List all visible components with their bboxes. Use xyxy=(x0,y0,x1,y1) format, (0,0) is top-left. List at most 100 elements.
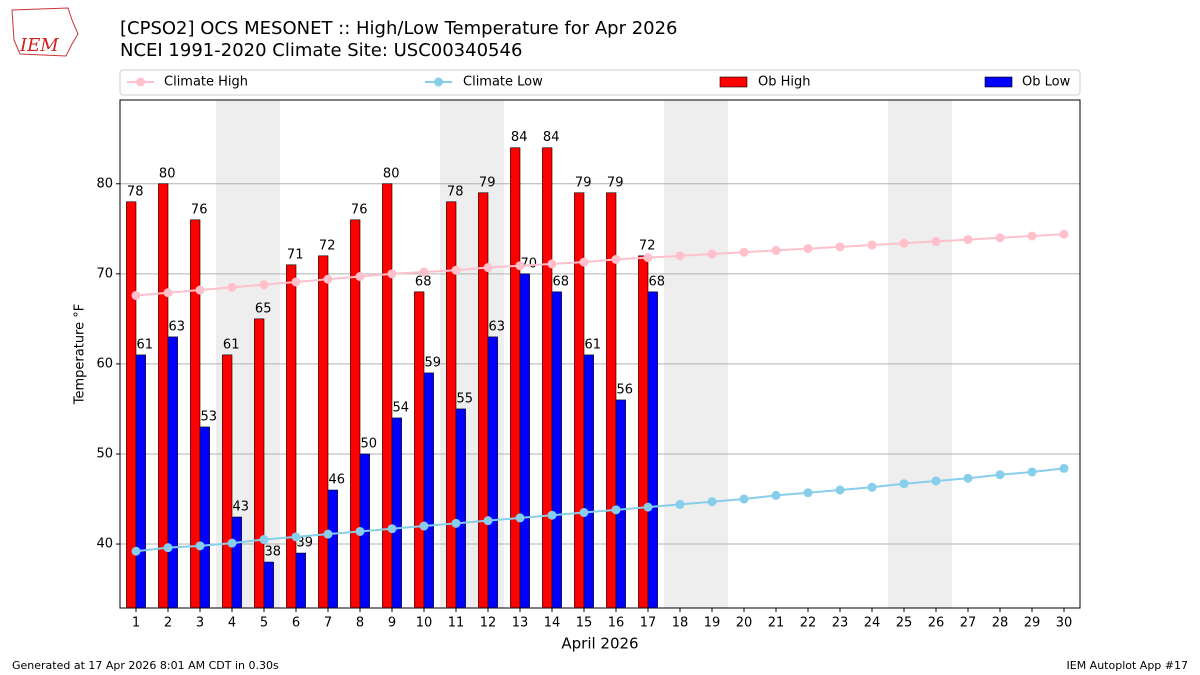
point xyxy=(355,272,365,282)
bar xyxy=(574,192,585,609)
footer: Generated at 17 Apr 2026 8:01 AM CDT in … xyxy=(12,659,279,672)
point xyxy=(803,244,813,254)
bar xyxy=(647,291,658,609)
bar xyxy=(318,255,329,609)
bar xyxy=(295,552,306,609)
point xyxy=(355,526,365,536)
data-label: 63 xyxy=(169,319,186,334)
point xyxy=(835,242,845,252)
point xyxy=(707,497,717,507)
bar xyxy=(263,561,274,609)
data-label: 50 xyxy=(361,436,378,451)
data-label: 68 xyxy=(553,274,570,289)
x-tick-label: 30 xyxy=(1056,616,1073,631)
data-label: 43 xyxy=(233,500,250,515)
plot-frame xyxy=(119,99,1081,609)
bar xyxy=(135,354,146,609)
y-axis-label: Temperature °F xyxy=(73,304,88,405)
bar xyxy=(510,147,521,609)
x-axis-label: April 2026 xyxy=(561,635,638,653)
point xyxy=(611,505,621,515)
data-label: 46 xyxy=(329,473,346,488)
y-tick-label: 80 xyxy=(96,176,113,191)
footer: IEM Autoplot App #17 xyxy=(1067,659,1189,672)
legend-marker xyxy=(136,77,145,87)
legend-label: Climate Low xyxy=(463,75,543,90)
legend-swatch xyxy=(719,76,748,88)
x-tick-label: 12 xyxy=(480,616,497,631)
point xyxy=(931,476,941,486)
point xyxy=(995,233,1005,243)
x-tick-label: 21 xyxy=(768,616,785,631)
y-tick-label: 40 xyxy=(96,537,113,552)
x-tick-label: 11 xyxy=(448,616,465,631)
data-label: 80 xyxy=(383,166,400,181)
bar xyxy=(606,192,617,609)
point xyxy=(547,510,557,520)
x-tick-label: 19 xyxy=(704,616,721,631)
legend-swatch xyxy=(984,76,1013,88)
data-label: 59 xyxy=(425,355,442,370)
point xyxy=(451,265,461,275)
point xyxy=(547,259,557,269)
bar xyxy=(286,264,297,609)
data-label: 72 xyxy=(319,238,336,253)
point xyxy=(291,277,301,287)
data-label: 61 xyxy=(585,337,602,352)
bar xyxy=(222,354,233,609)
bar xyxy=(615,399,626,609)
x-tick-label: 29 xyxy=(1024,616,1041,631)
bar xyxy=(478,192,489,609)
x-tick-label: 15 xyxy=(576,616,593,631)
x-tick-label: 17 xyxy=(640,616,657,631)
bar xyxy=(583,354,594,609)
weekend-shade xyxy=(664,100,696,608)
point xyxy=(131,546,141,556)
legend-label: Ob Low xyxy=(1022,75,1071,90)
x-tick-label: 22 xyxy=(800,616,817,631)
point xyxy=(835,485,845,495)
x-tick-label: 24 xyxy=(864,616,881,631)
point xyxy=(1027,467,1037,477)
point xyxy=(579,508,589,518)
bar xyxy=(551,291,562,609)
legend-label: Climate High xyxy=(164,75,248,90)
bar xyxy=(382,183,393,609)
point xyxy=(131,290,141,300)
bar xyxy=(414,291,425,609)
point xyxy=(259,535,269,545)
y-tick-label: 70 xyxy=(96,266,113,281)
x-tick-label: 18 xyxy=(672,616,689,631)
x-tick-label: 14 xyxy=(544,616,561,631)
point xyxy=(323,529,333,539)
data-label: 72 xyxy=(639,238,656,253)
bar xyxy=(455,408,466,609)
bar xyxy=(231,516,242,609)
data-label: 84 xyxy=(511,130,528,145)
x-tick-label: 20 xyxy=(736,616,753,631)
point xyxy=(419,267,429,277)
data-label: 78 xyxy=(127,184,144,199)
data-label: 63 xyxy=(489,319,506,334)
data-label: 68 xyxy=(649,274,666,289)
point xyxy=(675,499,685,509)
data-label: 80 xyxy=(159,166,176,181)
point xyxy=(451,518,461,528)
bar xyxy=(519,273,530,609)
point xyxy=(771,490,781,500)
data-label: 84 xyxy=(543,130,560,145)
point xyxy=(515,261,525,271)
point xyxy=(483,263,493,273)
x-tick-label: 27 xyxy=(960,616,977,631)
x-tick-label: 16 xyxy=(608,616,625,631)
chart-subtitle: NCEI 1991-2020 Climate Site: USC00340546 xyxy=(120,40,522,61)
legend-marker xyxy=(434,77,443,87)
point xyxy=(1059,229,1069,239)
bar xyxy=(423,372,434,609)
x-tick-label: 13 xyxy=(512,616,529,631)
data-label: 78 xyxy=(447,184,464,199)
point xyxy=(579,257,589,267)
legend-box xyxy=(119,69,1081,96)
data-label: 55 xyxy=(457,391,474,406)
bar xyxy=(487,336,498,609)
